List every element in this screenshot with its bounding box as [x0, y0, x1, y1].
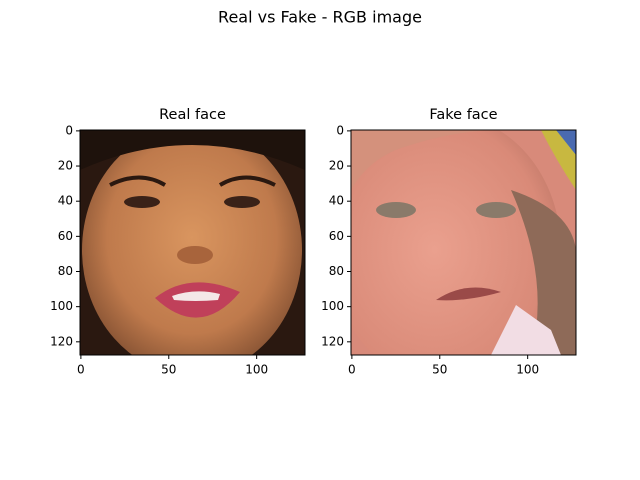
brow: [218, 175, 276, 187]
x-tick-label: 0: [77, 363, 85, 377]
hair: [511, 190, 576, 355]
backdrop: [556, 130, 576, 155]
y-tick-label: 120: [321, 334, 344, 348]
fake-image: [351, 130, 576, 355]
y-tick-label: 60: [329, 229, 344, 243]
x-tick-label: 0: [348, 363, 356, 377]
eye: [124, 196, 160, 208]
y-tick-label: 0: [65, 123, 73, 137]
x-tick-label: 50: [161, 363, 176, 377]
y-tick-label: 0: [336, 123, 344, 137]
face: [351, 130, 561, 355]
y-tick-label: 20: [58, 159, 73, 173]
forehead: [351, 130, 551, 190]
axes-frame: [350, 129, 577, 356]
mouth: [436, 287, 501, 301]
eye: [376, 202, 416, 218]
y-tick-label: 40: [329, 194, 344, 208]
x-tick-label: 50: [432, 363, 447, 377]
y-tick-label: 40: [58, 194, 73, 208]
y-tick-label: 80: [329, 264, 344, 278]
collar: [491, 305, 561, 355]
y-tick-label: 60: [58, 229, 73, 243]
axes-frame: [79, 129, 306, 356]
x-tick-label: 100: [516, 363, 539, 377]
y-tick-label: 120: [50, 334, 73, 348]
y-tick-label: 100: [321, 299, 344, 313]
eye: [476, 202, 516, 218]
hair: [80, 130, 305, 170]
figure-title: Real vs Fake - RGB image: [218, 8, 422, 27]
axes-title: Fake face: [429, 107, 497, 123]
x-tick-label: 100: [245, 363, 268, 377]
y-tick-label: 100: [50, 299, 73, 313]
y-tick-label: 20: [329, 159, 344, 173]
backdrop: [541, 130, 576, 190]
brow: [109, 175, 167, 187]
teeth: [172, 291, 220, 301]
face: [82, 130, 302, 355]
eye: [224, 196, 260, 208]
axes-title: Real face: [159, 107, 226, 123]
nose: [177, 246, 213, 264]
real-image: [80, 130, 305, 355]
y-tick-label: 80: [58, 264, 73, 278]
